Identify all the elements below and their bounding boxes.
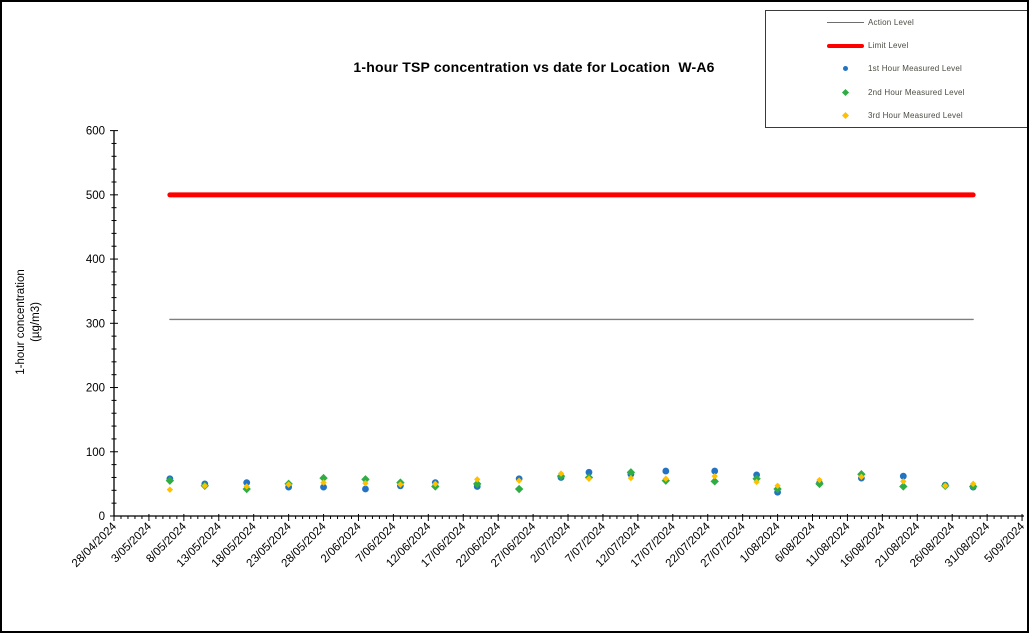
legend-label: 2nd Hour Measured Level — [868, 87, 965, 97]
legend-label: 3rd Hour Measured Level — [868, 110, 963, 120]
legend-item-1st-hour: 1st Hour Measured Level — [766, 57, 1027, 80]
data-point-1st-hour-measured-level — [243, 479, 251, 486]
legend-label: Limit Level — [868, 41, 909, 51]
data-point-3rd-hour-measured-level — [285, 481, 292, 488]
data-point-3rd-hour-measured-level — [627, 474, 635, 482]
data-point-3rd-hour-measured-level — [243, 483, 250, 490]
data-point-3rd-hour-measured-level — [362, 480, 369, 487]
data-point-2nd-hour-measured-level — [514, 484, 524, 494]
data-point-3rd-hour-measured-level — [662, 475, 670, 482]
action-level-line-icon — [826, 22, 864, 24]
data-point-2nd-hour-measured-level — [752, 474, 761, 483]
data-point-3rd-hour-measured-level — [397, 481, 404, 488]
legend-label: Action Level — [868, 18, 914, 28]
data-point-2nd-hour-measured-level — [773, 484, 782, 494]
data-point-3rd-hour-measured-level — [320, 479, 327, 486]
data-point-1st-hour-measured-level — [711, 467, 719, 475]
green-diamond-icon — [826, 88, 864, 96]
x-tick-label: 28/04/2024 — [70, 520, 120, 570]
data-point-3rd-hour-measured-level — [474, 476, 481, 483]
limit-level-line-icon — [826, 43, 864, 48]
legend-label: 1st Hour Measured Level — [868, 64, 962, 74]
data-point-1st-hour-measured-level — [362, 485, 369, 493]
data-point-2nd-hour-measured-level — [815, 479, 824, 489]
data-point-2nd-hour-measured-level — [710, 477, 719, 486]
legend: Action Level Limit Level 1st Hour Measur… — [765, 10, 1027, 128]
y-tick-label: 0 — [99, 511, 105, 523]
data-point-3rd-hour-measured-level — [969, 480, 977, 488]
data-point-3rd-hour-measured-level — [900, 478, 907, 485]
data-point-3rd-hour-measured-level — [432, 480, 439, 488]
yellow-diamond-icon — [826, 111, 864, 119]
data-point-1st-hour-measured-level — [320, 483, 327, 491]
data-point-3rd-hour-measured-level — [774, 482, 781, 490]
data-point-3rd-hour-measured-level — [753, 478, 760, 486]
data-point-2nd-hour-measured-level — [165, 476, 175, 485]
y-tick-label: 400 — [86, 254, 105, 266]
legend-item-2nd-hour: 2nd Hour Measured Level — [766, 81, 1027, 104]
data-point-3rd-hour-measured-level — [166, 486, 174, 493]
data-point-3rd-hour-measured-level — [858, 473, 865, 481]
data-point-2nd-hour-measured-level — [361, 475, 370, 484]
chart-title: 1-hour TSP concentration vs date for Loc… — [353, 59, 715, 75]
legend-item-3rd-hour: 3rd Hour Measured Level — [766, 104, 1027, 127]
y-tick-label: 200 — [86, 383, 105, 395]
y-tick-label: 300 — [86, 318, 105, 330]
data-point-1st-hour-measured-level — [899, 472, 907, 480]
data-point-3rd-hour-measured-level — [557, 470, 565, 477]
data-point-3rd-hour-measured-level — [711, 472, 718, 480]
data-point-3rd-hour-measured-level — [942, 482, 949, 490]
data-point-3rd-hour-measured-level — [585, 475, 593, 482]
data-point-1st-hour-measured-level — [585, 468, 593, 476]
y-tick-label: 500 — [86, 190, 105, 202]
data-point-2nd-hour-measured-level — [899, 482, 908, 491]
data-point-2nd-hour-measured-level — [473, 479, 482, 489]
legend-item-limit-level: Limit Level — [766, 34, 1027, 57]
y-tick-label: 100 — [86, 447, 105, 459]
data-point-3rd-hour-measured-level — [515, 477, 523, 484]
data-point-2nd-hour-measured-level — [319, 473, 328, 483]
data-point-3rd-hour-measured-level — [201, 482, 209, 490]
data-point-2nd-hour-measured-level — [626, 468, 636, 477]
y-tick-label: 600 — [86, 126, 105, 138]
legend-item-action-level: Action Level — [766, 11, 1027, 34]
blue-dot-icon — [826, 66, 864, 72]
data-point-1st-hour-measured-level — [662, 467, 670, 475]
data-point-3rd-hour-measured-level — [816, 476, 823, 484]
